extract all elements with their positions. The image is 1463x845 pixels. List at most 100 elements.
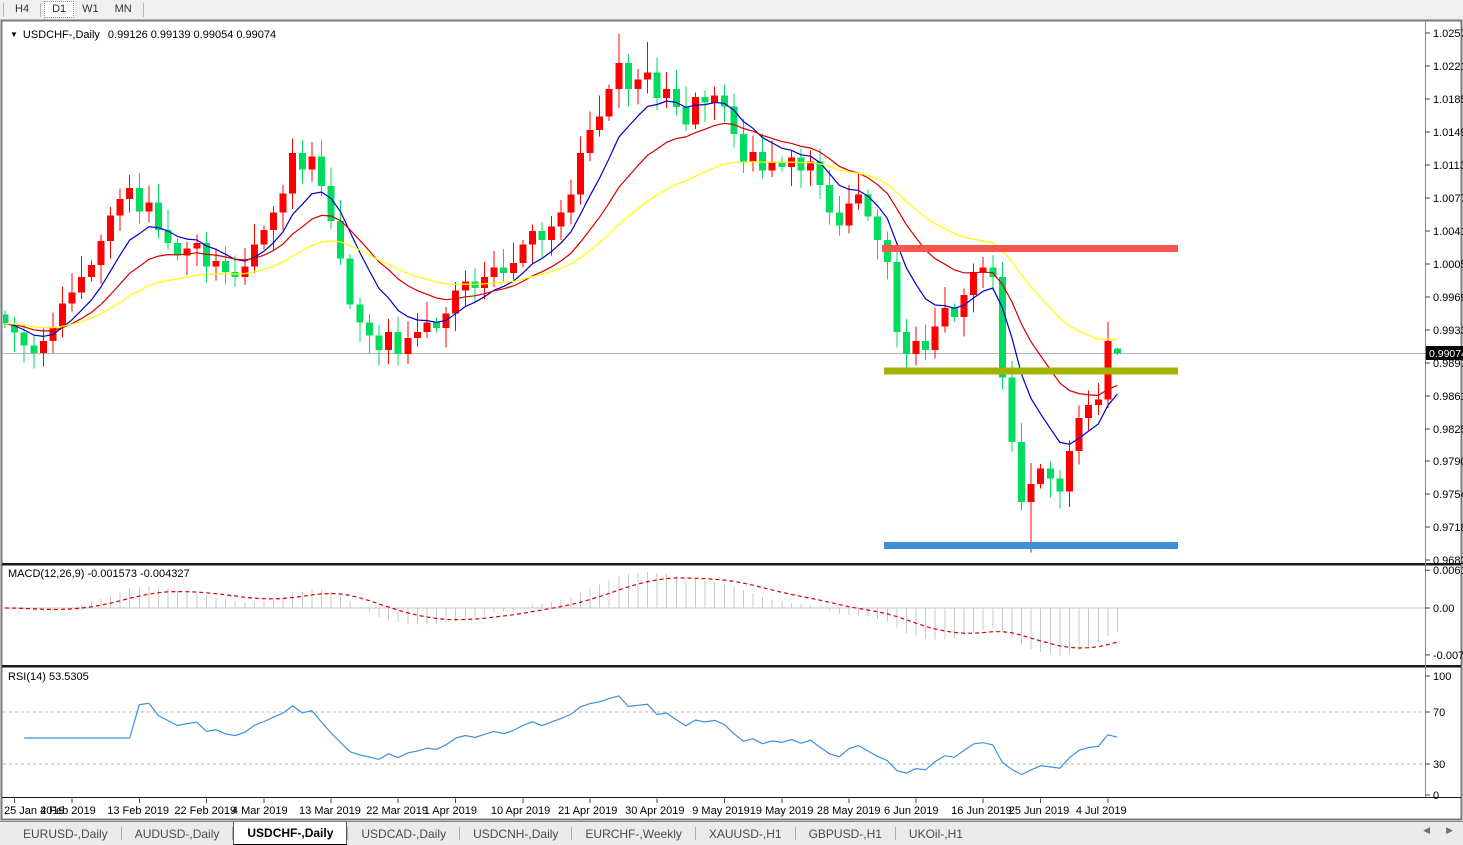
level-line-support-low[interactable] bbox=[884, 541, 1178, 549]
candle bbox=[500, 267, 508, 274]
candle bbox=[289, 153, 297, 194]
timeframe-button-mn[interactable]: MN bbox=[114, 3, 132, 15]
rsi-panel[interactable] bbox=[3, 695, 1425, 776]
chart-tab-gbpusdh1[interactable]: GBPUSD-,H1 bbox=[808, 826, 882, 841]
candle bbox=[327, 186, 335, 221]
candle bbox=[855, 194, 863, 204]
price-panel[interactable] bbox=[2, 33, 1426, 553]
ma-line-mid bbox=[4, 122, 1118, 397]
macd-panel[interactable] bbox=[3, 571, 1425, 656]
chart-tab-usdchfdaily[interactable]: USDCHF-,Daily bbox=[233, 822, 348, 845]
chart-symbol-label: USDCHF-,Daily bbox=[22, 29, 100, 41]
candle bbox=[308, 156, 316, 170]
date-axis-label: 6 Jun 2019 bbox=[884, 805, 938, 817]
candle bbox=[212, 261, 220, 267]
timeframe-button-h4[interactable]: H4 bbox=[15, 3, 30, 15]
candle bbox=[998, 276, 1006, 378]
date-axis-label: 30 Apr 2019 bbox=[625, 805, 684, 817]
candle bbox=[1037, 468, 1045, 484]
chart-tab-ukoilh1[interactable]: UKOil-,H1 bbox=[908, 826, 963, 841]
candle bbox=[701, 97, 709, 103]
level-line-support-mid[interactable] bbox=[884, 367, 1178, 375]
candle bbox=[461, 281, 469, 291]
candle bbox=[586, 130, 594, 154]
price-tag-value: 0.99074 bbox=[1429, 348, 1463, 360]
candle bbox=[519, 244, 527, 264]
chart-tab-usdcnhdaily[interactable]: USDCNH-,Daily bbox=[473, 826, 559, 841]
candle bbox=[3, 314, 9, 324]
tab-separator bbox=[120, 827, 122, 840]
candle bbox=[337, 220, 345, 259]
candle bbox=[1113, 348, 1121, 354]
date-axis-label: 13 Feb 2019 bbox=[107, 805, 169, 817]
level-line-resistance[interactable] bbox=[882, 244, 1178, 252]
candle bbox=[193, 242, 201, 249]
candle bbox=[605, 88, 613, 117]
candle bbox=[739, 133, 747, 162]
candle bbox=[1085, 405, 1093, 418]
tab-scroll-right-icon[interactable]: ▶ bbox=[1446, 825, 1453, 835]
tab-scroll-arrows: ◀ ▶ bbox=[1423, 825, 1453, 836]
timeframe-button-d1[interactable]: D1 bbox=[44, 1, 75, 18]
candle bbox=[538, 230, 546, 241]
tab-separator bbox=[347, 827, 349, 840]
date-axis-label: 4 Jul 2019 bbox=[1076, 805, 1127, 817]
candle bbox=[1046, 468, 1054, 479]
candle bbox=[106, 215, 114, 242]
candle bbox=[1075, 417, 1083, 451]
candle bbox=[250, 244, 258, 267]
chart-tab-eurusddaily[interactable]: EURUSD-,Daily bbox=[23, 826, 108, 841]
tab-separator bbox=[571, 827, 573, 840]
candle bbox=[30, 345, 38, 353]
candle bbox=[78, 276, 86, 293]
chart-tab-xauusdh1[interactable]: XAUUSD-,H1 bbox=[708, 826, 782, 841]
tab-separator bbox=[694, 827, 696, 840]
candle bbox=[11, 323, 19, 333]
candle bbox=[970, 272, 978, 296]
chart-tab-usdcaddaily[interactable]: USDCAD-,Daily bbox=[361, 826, 447, 841]
candle bbox=[87, 264, 95, 277]
price-axis-label: 0.97180 bbox=[1433, 522, 1463, 534]
candle bbox=[663, 88, 671, 99]
candle bbox=[576, 153, 584, 195]
price-axis-label: 0.99330 bbox=[1433, 325, 1463, 337]
tab-scroll-left-icon[interactable]: ◀ bbox=[1423, 825, 1431, 835]
date-axis-label: 13 Mar 2019 bbox=[299, 805, 361, 817]
chevron-down-icon[interactable]: ▼ bbox=[10, 30, 18, 39]
candle bbox=[145, 202, 153, 212]
candle bbox=[241, 266, 249, 277]
candle bbox=[298, 153, 306, 170]
price-axis-label: 0.97540 bbox=[1433, 489, 1463, 501]
chart-tab-audusddaily[interactable]: AUDUSD-,Daily bbox=[134, 826, 220, 841]
candle bbox=[1056, 478, 1064, 492]
candle bbox=[20, 332, 28, 346]
candle bbox=[941, 307, 949, 327]
date-axis-label: 4 Feb 2019 bbox=[40, 805, 96, 817]
ma-line-fast bbox=[4, 100, 1118, 445]
candle bbox=[490, 267, 498, 277]
candle bbox=[797, 157, 805, 171]
date-axis-label: 25 Jun 2019 bbox=[1009, 805, 1070, 817]
macd-indicator-label: MACD(12,26,9) -0.001573 -0.004327 bbox=[8, 568, 190, 580]
toolbar-separator bbox=[40, 2, 42, 17]
candle bbox=[960, 295, 968, 318]
candle bbox=[624, 63, 632, 89]
chart-tab-eurchfweekly[interactable]: EURCHF-,Weekly bbox=[585, 826, 682, 841]
candle bbox=[768, 161, 776, 171]
chart-window-frame bbox=[0, 19, 1463, 821]
date-axis-label: 4 Mar 2019 bbox=[232, 805, 288, 817]
candle bbox=[807, 161, 815, 171]
price-axis-label: 0.96820 bbox=[1433, 555, 1463, 567]
price-axis-label: 1.01130 bbox=[1433, 160, 1463, 172]
timeframe-button-w1[interactable]: W1 bbox=[82, 3, 99, 15]
rsi-line bbox=[24, 695, 1118, 776]
price-axis-label: 1.02570 bbox=[1433, 28, 1463, 40]
candle bbox=[413, 331, 421, 339]
chart-title: ▼ USDCHF-,Daily 0.99126 0.99139 0.99054 0.… bbox=[10, 29, 276, 41]
candle bbox=[164, 230, 172, 243]
candle bbox=[481, 276, 488, 288]
candle bbox=[730, 106, 738, 134]
candle bbox=[634, 79, 642, 89]
candle bbox=[922, 340, 930, 351]
